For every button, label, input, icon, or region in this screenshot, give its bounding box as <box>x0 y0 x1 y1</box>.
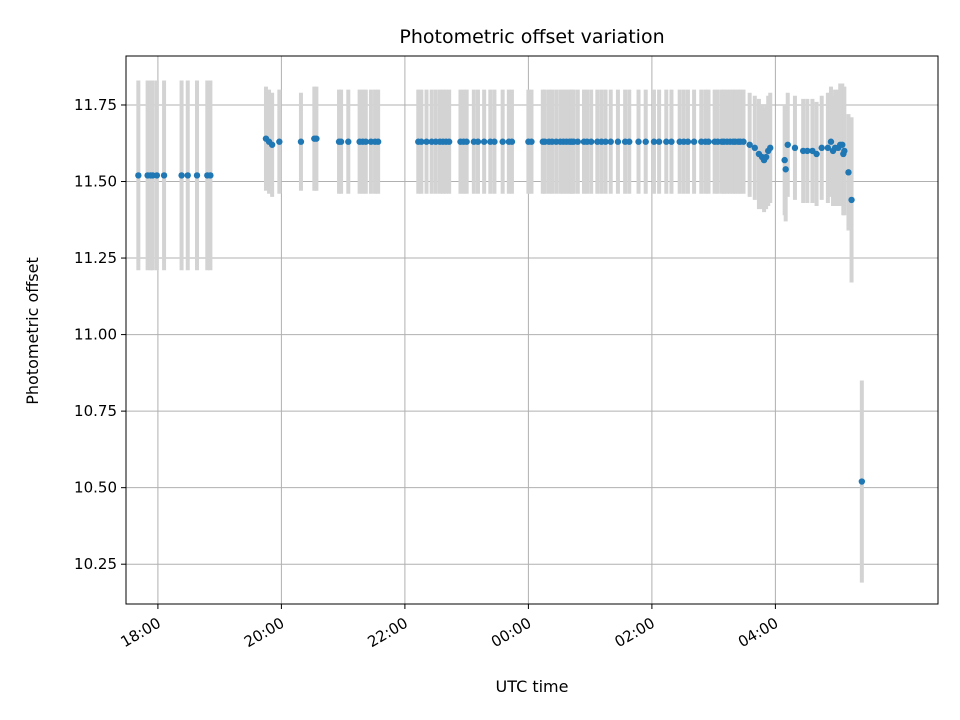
data-point <box>508 138 516 145</box>
data-point <box>313 135 320 142</box>
data-point <box>160 172 168 179</box>
data-point <box>153 172 161 179</box>
chart-title: Photometric offset variation <box>399 26 664 48</box>
y-tick-label: 11.50 <box>74 173 117 191</box>
data-point <box>135 172 142 179</box>
y-tick-label: 10.75 <box>74 402 117 420</box>
x-tick-label: 20:00 <box>241 614 287 651</box>
data-point <box>362 138 369 145</box>
data-point <box>767 144 774 152</box>
plot-frame <box>125 55 939 605</box>
data-point <box>684 138 692 145</box>
data-point <box>827 138 835 145</box>
data-point <box>841 147 848 155</box>
data-point <box>642 138 649 145</box>
data-point <box>746 141 753 148</box>
data-point <box>858 478 866 485</box>
y-tick-label: 11.00 <box>74 326 117 344</box>
data-point <box>297 138 305 145</box>
data-point <box>791 144 799 152</box>
data-point <box>845 169 852 176</box>
data-point <box>781 156 788 164</box>
y-tick-label: 11.75 <box>74 96 117 114</box>
data-point <box>418 138 425 145</box>
x-tick-label: 04:00 <box>735 614 781 651</box>
data-point <box>178 172 185 179</box>
data-point <box>848 196 855 204</box>
data-point <box>614 138 622 145</box>
data-point <box>463 138 470 145</box>
data-point <box>782 166 789 173</box>
data-point <box>445 138 453 145</box>
data-point <box>705 138 712 145</box>
data-point <box>574 138 581 145</box>
data-point <box>824 144 832 152</box>
data-point <box>268 141 276 148</box>
data-point <box>655 138 663 145</box>
data-point <box>374 138 382 145</box>
data-points <box>135 135 866 485</box>
data-point <box>184 172 191 179</box>
data-point <box>650 138 658 145</box>
x-tick-label: 02:00 <box>611 614 657 651</box>
x-tick-label: 22:00 <box>364 614 410 651</box>
x-axis-label: UTC time <box>496 677 569 696</box>
y-tick-label: 11.25 <box>74 249 117 267</box>
data-point <box>818 144 825 152</box>
data-point <box>804 147 811 155</box>
data-point <box>607 138 614 145</box>
data-point <box>839 141 846 148</box>
data-point <box>480 138 488 145</box>
data-point <box>528 138 535 145</box>
y-axis-ticks: 10.25 10.50 10.75 11.00 11.25 11.50 11.75 <box>74 96 126 573</box>
data-point <box>499 138 506 145</box>
y-tick-label: 10.50 <box>74 479 117 497</box>
y-tick-label: 10.25 <box>74 555 117 573</box>
x-tick-label: 00:00 <box>488 614 534 651</box>
data-point <box>193 172 201 179</box>
data-point <box>207 172 214 179</box>
data-point <box>587 138 595 145</box>
data-point <box>751 144 759 152</box>
data-point <box>337 138 345 145</box>
error-bars <box>136 80 864 583</box>
x-axis-ticks: 18:00 20:00 22:00 00:00 02:00 04:00 <box>117 604 781 651</box>
y-axis-label: Photometric offset <box>23 257 42 405</box>
data-point <box>740 138 747 145</box>
data-point <box>690 138 698 145</box>
data-point <box>813 150 820 158</box>
data-point <box>663 138 670 145</box>
data-point <box>626 138 633 145</box>
data-point <box>423 138 430 145</box>
data-point <box>668 138 675 145</box>
x-tick-label: 18:00 <box>117 614 163 651</box>
data-point <box>276 138 283 145</box>
data-point <box>635 138 642 145</box>
data-point <box>762 153 770 161</box>
data-point <box>345 138 352 145</box>
data-point <box>602 138 609 145</box>
data-point <box>784 141 791 148</box>
data-point <box>474 138 482 145</box>
data-point <box>491 138 498 145</box>
